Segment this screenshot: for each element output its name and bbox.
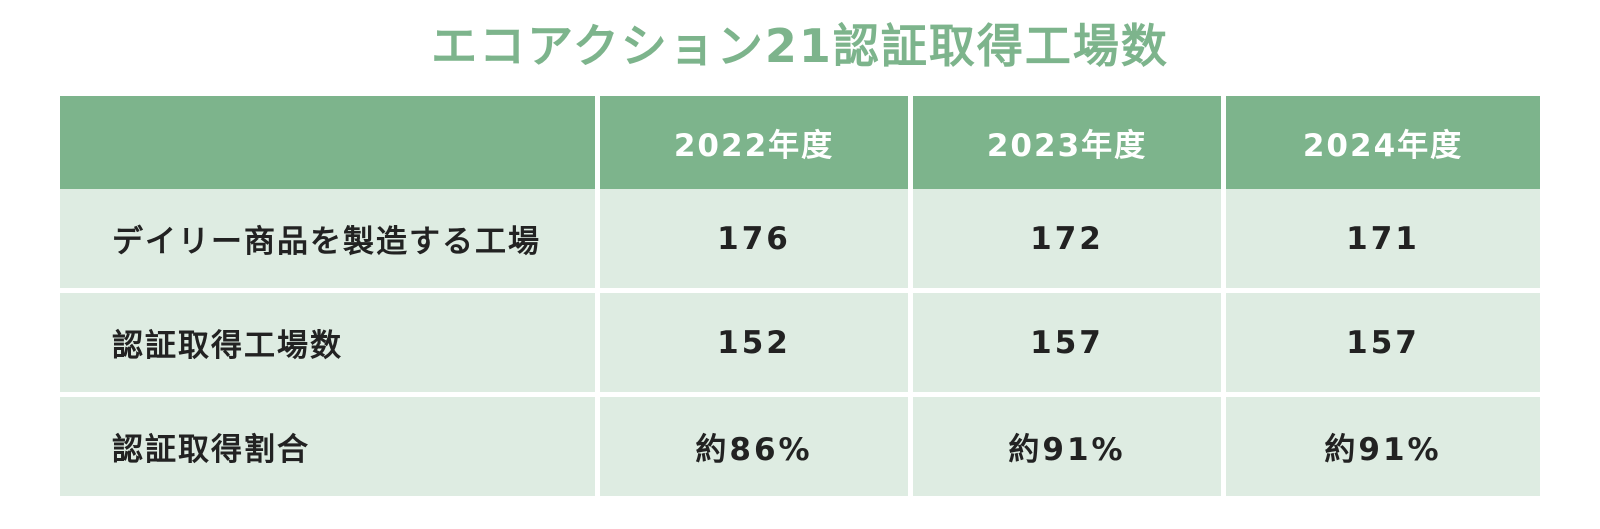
table-header-row: 2022年度 2023年度 2024年度 [60,96,1540,189]
page-title: エコアクション21認証取得工場数 [431,19,1169,73]
table-cell: 172 [913,189,1226,293]
table-cell: 約86% [600,397,913,496]
row-label: 認証取得工場数 [60,293,600,397]
certification-table: 2022年度 2023年度 2024年度 デイリー商品を製造する工場 176 1… [60,96,1540,496]
table-cell: 約91% [1226,397,1540,496]
table-cell: 約91% [913,397,1226,496]
header-year-2023: 2023年度 [913,96,1226,189]
header-empty-cell [60,96,600,189]
row-label: 認証取得割合 [60,397,600,496]
table-cell: 157 [1226,293,1540,397]
header-year-2024: 2024年度 [1226,96,1540,189]
table-cell: 157 [913,293,1226,397]
table-row: 認証取得割合 約86% 約91% 約91% [60,397,1540,496]
table-cell: 176 [600,189,913,293]
table-cell: 152 [600,293,913,397]
header-year-2022: 2022年度 [600,96,913,189]
row-label: デイリー商品を製造する工場 [60,189,600,293]
table-cell: 171 [1226,189,1540,293]
table-row: 認証取得工場数 152 157 157 [60,293,1540,397]
table-row: デイリー商品を製造する工場 176 172 171 [60,189,1540,293]
